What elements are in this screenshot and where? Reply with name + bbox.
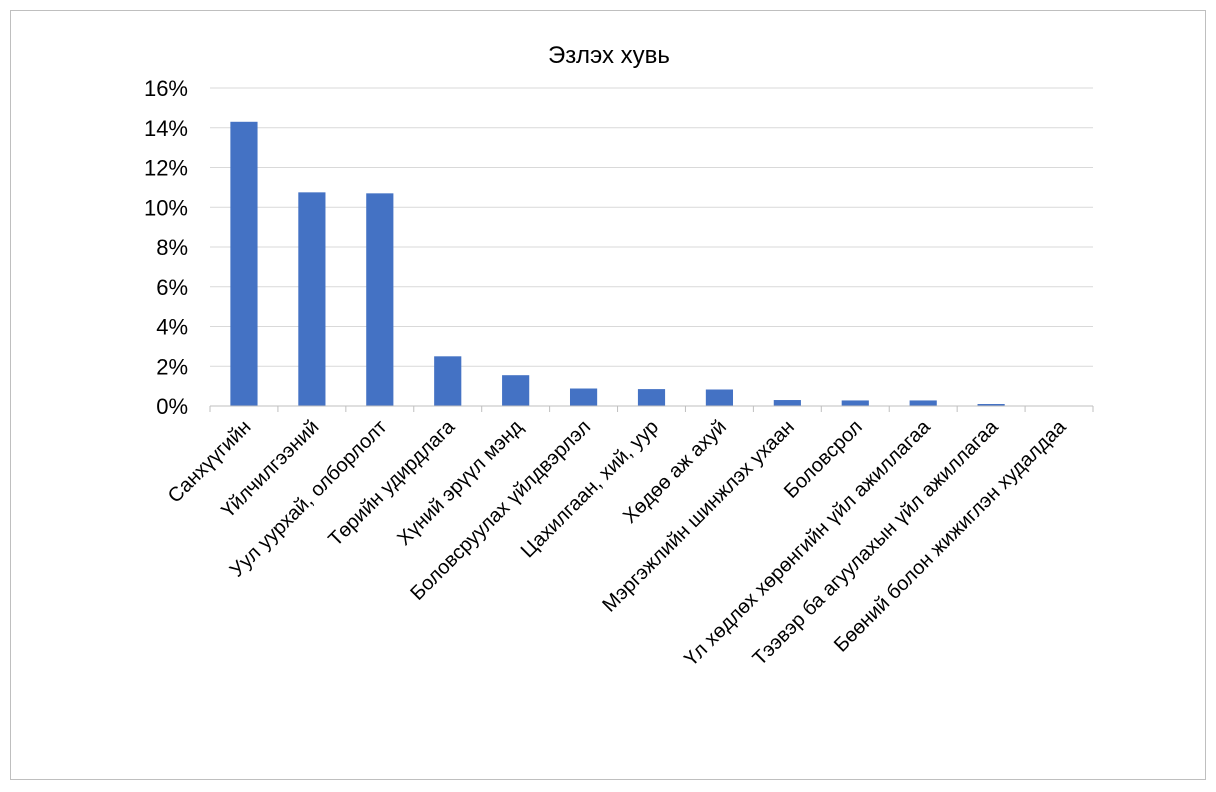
bar: [841, 400, 869, 406]
chart-frame: Эзлэх хувь 0% 2% 4% 6% 8% 10% 12% 14% 16% Санхүү…: [10, 10, 1206, 780]
x-category-label: Хүний эрүүл мэнд: [393, 416, 527, 550]
x-category-label: Үл хөдлөх хөрөнгийн үйл ажиллагаа: [680, 415, 935, 670]
x-axis: [209, 405, 1094, 412]
bar: [366, 193, 394, 406]
y-tick-label: 0%: [156, 394, 188, 419]
y-tick-label: 14%: [144, 116, 188, 141]
y-tick-label: 6%: [156, 275, 188, 300]
bars: [230, 121, 1073, 406]
y-axis-tick-labels: 0% 2% 4% 6% 8% 10% 12% 14% 16%: [144, 76, 188, 419]
bar: [434, 356, 462, 406]
x-category-label: Төрийн удирдлага: [324, 415, 459, 550]
bar: [637, 389, 666, 406]
x-category-label: Тээвэр ба агуулахын үйл ажиллагаа: [749, 415, 1004, 670]
gridlines: [210, 87, 1093, 367]
y-tick-label: 2%: [156, 354, 188, 379]
bar: [909, 400, 937, 406]
bar-chart: Эзлэх хувь 0% 2% 4% 6% 8% 10% 12% 14% 16% Санхүү…: [144, 42, 1094, 670]
bar: [705, 389, 734, 406]
y-tick-label: 8%: [156, 235, 188, 260]
y-tick-label: 12%: [144, 156, 188, 181]
chart-title: Эзлэх хувь: [548, 42, 670, 69]
bar: [502, 375, 530, 406]
bar: [230, 121, 258, 406]
bar: [298, 192, 326, 406]
y-tick-label: 4%: [156, 315, 188, 340]
bar: [773, 400, 801, 406]
bar: [569, 388, 598, 406]
y-tick-label: 10%: [144, 195, 188, 220]
bar: [977, 404, 1005, 406]
y-tick-label: 16%: [144, 76, 188, 101]
